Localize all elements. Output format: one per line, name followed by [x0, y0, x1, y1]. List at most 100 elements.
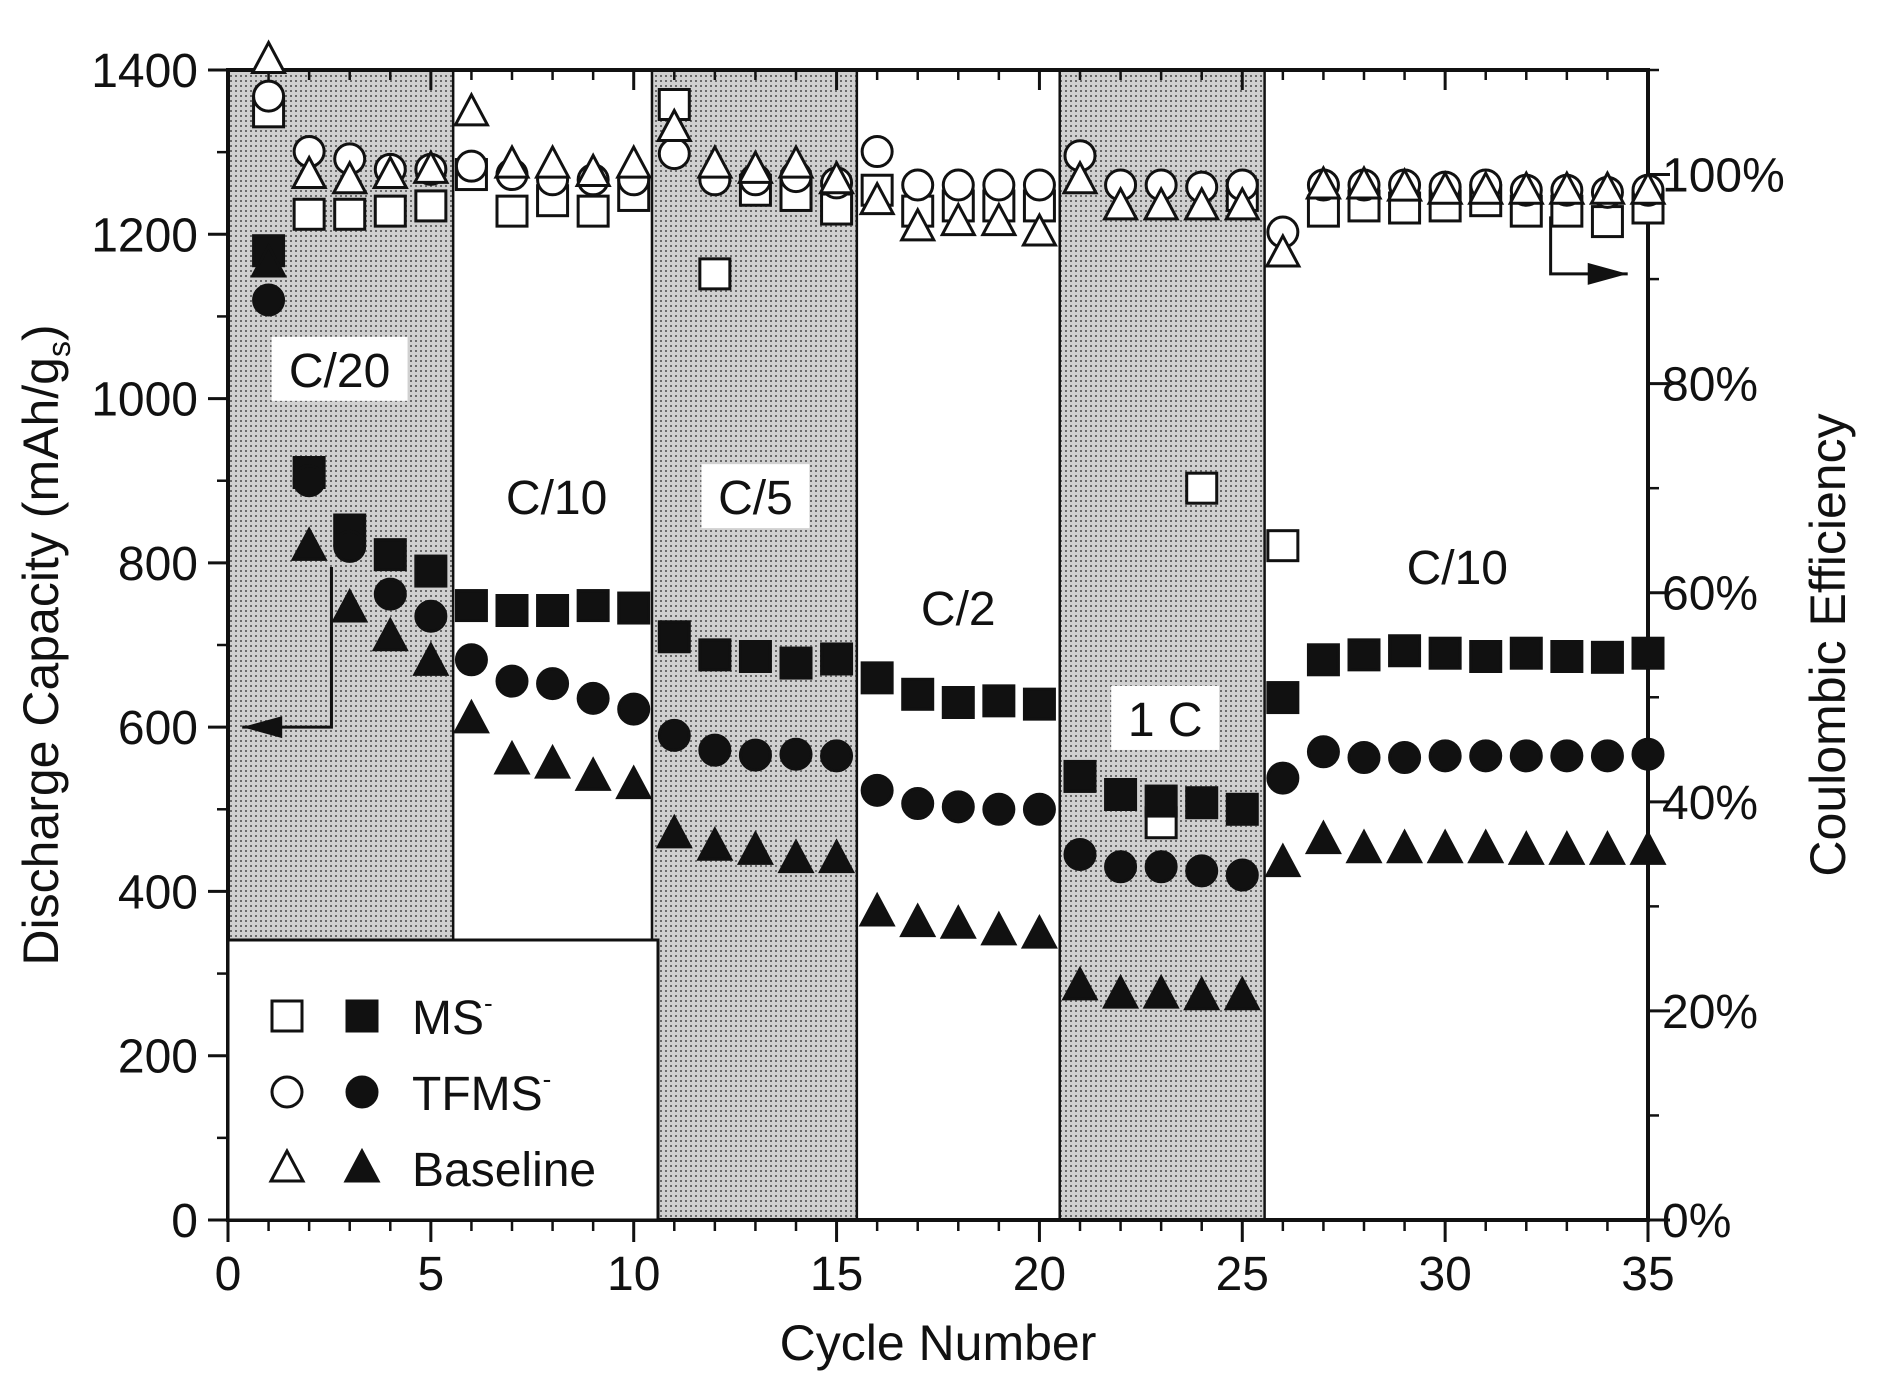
- x-tick-label: 35: [1621, 1248, 1674, 1301]
- baseline-capacity-point: [980, 910, 1018, 946]
- axis-tick-labels: 0 5 10 15 20 25 30 35 0 200 400 600 800 1000 1200 1400 0…: [91, 45, 1785, 1301]
- ms-capacity-point: [1631, 636, 1665, 670]
- ms-capacity-point: [414, 554, 448, 588]
- y-tick-label: 400: [118, 866, 198, 919]
- ms-capacity-point: [901, 677, 935, 711]
- baseline-efficiency-point: [1426, 170, 1464, 205]
- y2-axis-title: Coulombic Efficiency: [1800, 413, 1856, 876]
- x-axis-title: Cycle Number: [780, 1315, 1097, 1371]
- ms-efficiency-point: [698, 257, 732, 291]
- rate-label-5: C/10: [1407, 542, 1508, 595]
- tfms-capacity-point: [1388, 741, 1422, 775]
- ms-efficiency-point: [333, 197, 367, 231]
- x-tick-label: 25: [1216, 1248, 1269, 1301]
- ms-capacity-point: [495, 594, 529, 627]
- baseline-efficiency-point: [1142, 185, 1180, 221]
- baseline-efficiency-point: [1345, 164, 1383, 200]
- rate-label-0: C/20: [289, 345, 390, 398]
- baseline-efficiency-point: [655, 107, 693, 142]
- ms-capacity-point: [738, 640, 772, 673]
- baseline-capacity-point: [1548, 830, 1586, 865]
- y2-tick-label: 0%: [1662, 1195, 1731, 1248]
- rate-label-bg: [271, 336, 408, 401]
- tfms-capacity-point: [373, 577, 407, 611]
- tfms-capacity-point: [414, 599, 448, 633]
- rate-label-3: C/2: [921, 583, 996, 636]
- ms-capacity-point: [1428, 636, 1462, 670]
- tfms-capacity-point: [292, 464, 326, 498]
- rate-labels: C/20 C/10 C/5 C/2 1 C C/10: [271, 336, 1526, 750]
- tfms-efficiency-point: [252, 79, 286, 113]
- legend-filled-baseline: [343, 1147, 381, 1183]
- legend-label-ms: MS-: [412, 988, 493, 1045]
- x-tick-label: 10: [607, 1248, 660, 1301]
- tfms-capacity-point: [1185, 854, 1219, 888]
- y2-tick-label: 20%: [1662, 986, 1758, 1039]
- baseline-capacity-point: [1588, 830, 1626, 865]
- legend-label-tfms: TFMS-: [412, 1064, 551, 1121]
- ms-efficiency-point: [1266, 529, 1300, 563]
- legend-label-baseline: Baseline: [412, 1144, 596, 1197]
- baseline-efficiency-point: [818, 159, 856, 195]
- baseline-efficiency-point: [696, 143, 734, 179]
- left-axis-arrow-head: [242, 716, 283, 739]
- y2-tick-label: 60%: [1662, 568, 1758, 621]
- baseline-capacity-point: [939, 904, 977, 939]
- baseline-capacity-point: [1304, 819, 1342, 855]
- baseline-capacity-point: [1102, 973, 1140, 1009]
- y-tick-label: 1400: [91, 45, 198, 98]
- rate-label-bg: [904, 575, 1013, 640]
- tfms-capacity-point: [1590, 739, 1624, 773]
- ms-capacity-point: [373, 538, 407, 572]
- tfms-capacity-point: [1469, 739, 1503, 773]
- rate-label-bg: [1389, 533, 1526, 598]
- tfms-efficiency-point: [1022, 168, 1056, 202]
- tfms-capacity-point: [536, 667, 570, 701]
- legend-filled-ms: [345, 999, 379, 1033]
- tfms-capacity-point: [738, 738, 772, 772]
- legend-filled-tfms: [345, 1075, 379, 1109]
- y-tick-label: 600: [118, 702, 198, 755]
- tfms-efficiency-point: [941, 168, 975, 202]
- baseline-capacity-point: [1264, 842, 1302, 878]
- tfms-capacity-point: [1104, 850, 1138, 884]
- baseline-efficiency-point: [736, 149, 774, 184]
- baseline-capacity-point: [899, 902, 937, 938]
- right-axis-arrow-head: [1587, 262, 1628, 285]
- tfms-capacity-point: [495, 664, 529, 698]
- legend-superscript: -: [543, 1064, 552, 1094]
- ms-efficiency-point: [414, 189, 448, 223]
- ms-capacity-point: [1550, 640, 1584, 673]
- ms-efficiency-point: [1590, 205, 1624, 239]
- ms-capacity-point: [1022, 687, 1056, 721]
- baseline-efficiency-point: [493, 143, 531, 179]
- baseline-efficiency-point: [452, 91, 490, 127]
- tfms-capacity-point: [901, 787, 935, 821]
- ms-capacity-point: [1590, 640, 1624, 674]
- ms-efficiency-point: [373, 194, 407, 228]
- baseline-efficiency-point: [412, 149, 450, 184]
- baseline-capacity-point: [1142, 973, 1180, 1009]
- tfms-capacity-point: [1306, 735, 1340, 769]
- tfms-capacity-point: [1509, 739, 1543, 773]
- baseline-capacity-point: [1467, 828, 1505, 864]
- y2-tick-label: 100%: [1662, 150, 1785, 203]
- ms-capacity-point: [698, 638, 732, 672]
- tfms-capacity-point: [1428, 739, 1462, 773]
- baseline-efficiency-point: [858, 180, 896, 216]
- baseline-capacity-point: [1426, 828, 1464, 864]
- x-tick-label: 5: [418, 1248, 445, 1301]
- tfms-efficiency-point: [454, 149, 488, 183]
- ms-capacity-point: [1509, 636, 1543, 670]
- baseline-efficiency-point: [1102, 185, 1140, 221]
- ms-capacity-point: [617, 591, 651, 625]
- baseline-efficiency-point: [1304, 164, 1342, 200]
- rate-label-4: 1 C: [1128, 694, 1203, 747]
- ms-efficiency-point: [820, 192, 854, 226]
- tfms-capacity-point: [617, 692, 651, 726]
- tfms-capacity-point: [820, 739, 854, 773]
- baseline-capacity-point: [696, 826, 734, 861]
- baseline-capacity-point: [452, 698, 490, 734]
- tfms-capacity-point: [982, 792, 1016, 826]
- baseline-capacity-point: [615, 764, 653, 800]
